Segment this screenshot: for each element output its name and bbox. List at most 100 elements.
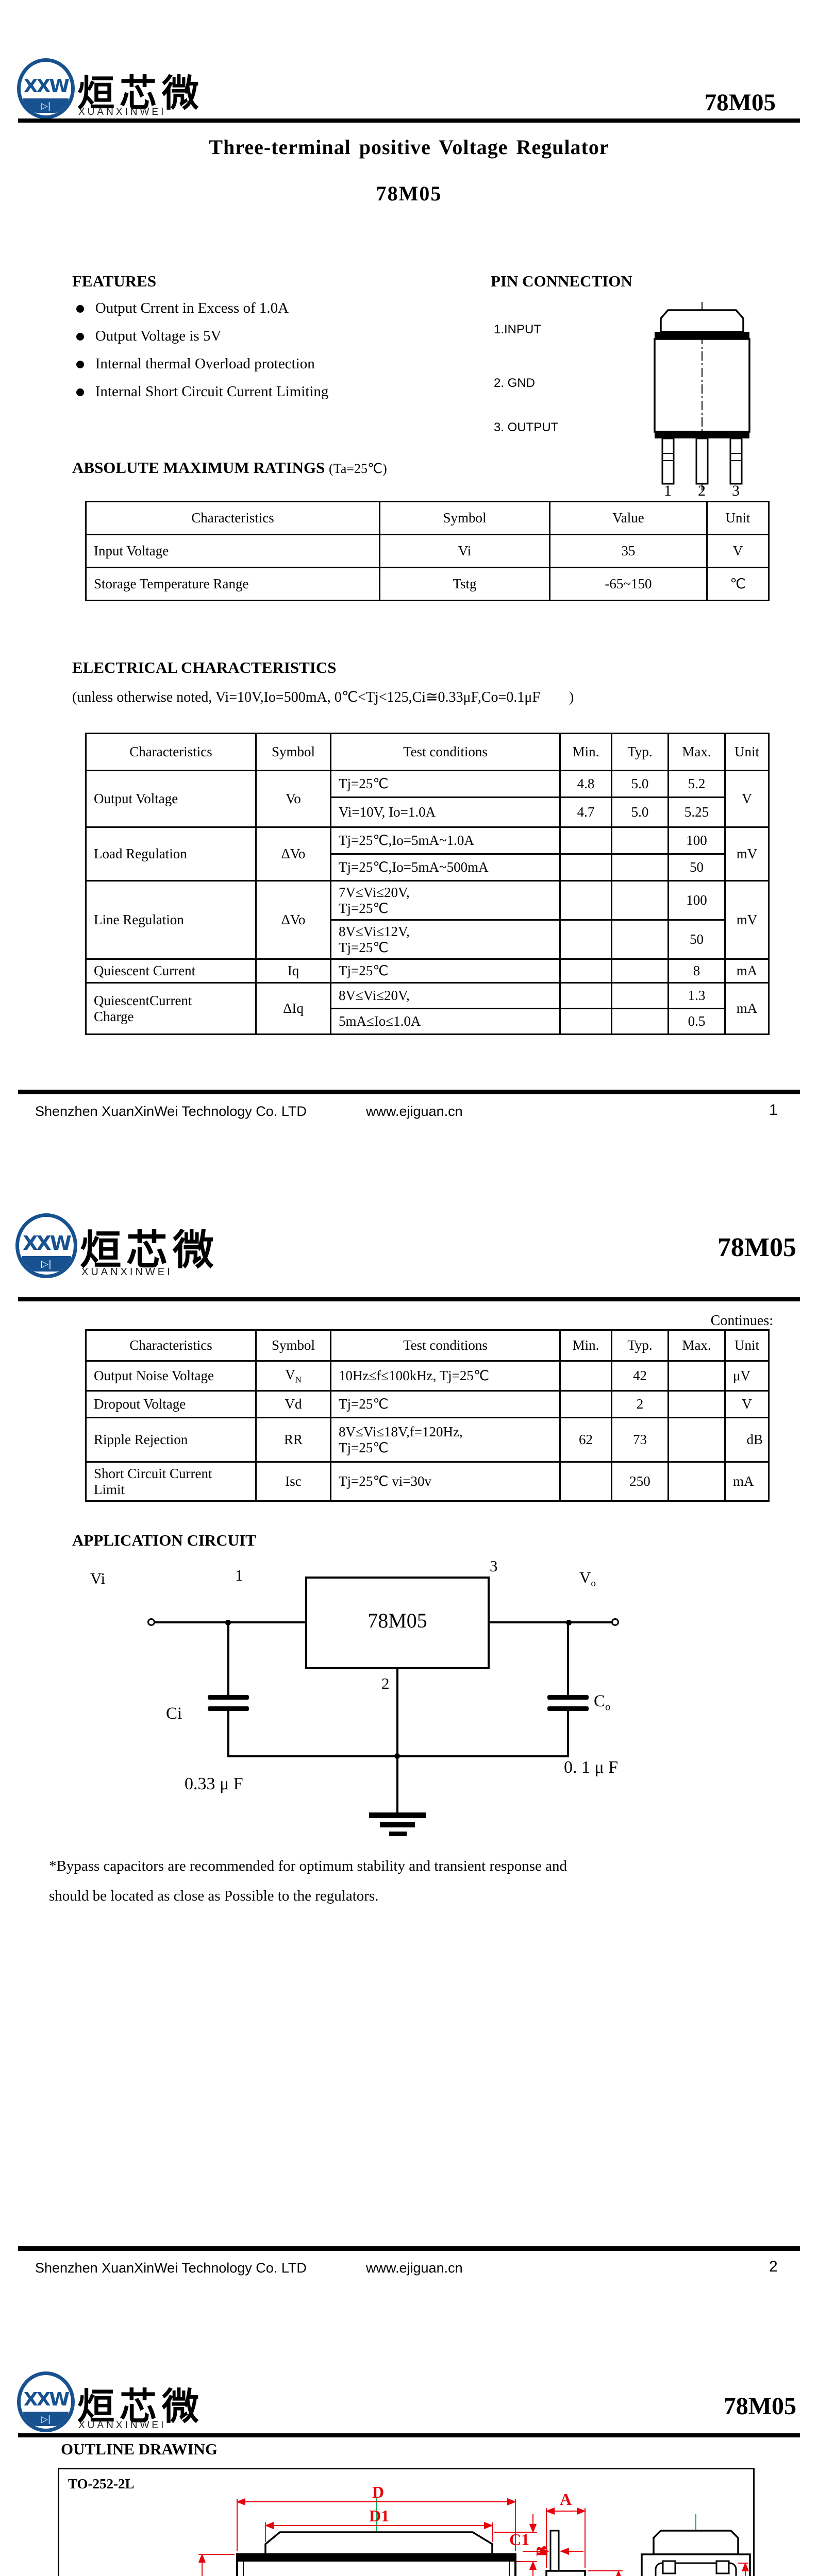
cell-min — [559, 1008, 612, 1035]
col-characteristics: Characteristics — [85, 501, 380, 535]
side-body — [545, 2570, 586, 2576]
bullet-icon — [76, 388, 84, 396]
cell-unit: mA — [724, 982, 770, 1035]
cell-max: 50 — [667, 919, 726, 960]
cell-max: 5.25 — [667, 796, 726, 828]
cell-condition: Tj=25℃ — [330, 958, 561, 984]
brand-name-cn: 烜芯微 — [77, 2385, 205, 2428]
pin3-label: 3 — [490, 1557, 498, 1575]
app-circuit-heading: APPLICATION CIRCUIT — [72, 1531, 256, 1549]
vi-label: Vi — [90, 1569, 106, 1587]
cell-unit: ℃ — [706, 567, 770, 601]
elec-condition: (unless otherwise noted, Vi=10V,Io=500mA… — [72, 689, 574, 705]
to252-package-front-icon — [654, 302, 750, 490]
cell-condition: 10Hz≤f≤100kHz, Tj=25℃ — [330, 1360, 561, 1392]
regulator-box: 78M05 — [305, 1577, 490, 1669]
cell-unit: V — [724, 1390, 770, 1418]
cell-condition: 5mA≤Io≤1.0A — [330, 1008, 561, 1035]
abs-max-table: Characteristics Symbol Value Unit Input … — [85, 501, 770, 601]
outline-drawing-heading: OUTLINE DRAWING — [61, 2440, 218, 2458]
footer-website: www.ejiguan.cn — [366, 2260, 463, 2276]
ground-icon — [389, 1832, 407, 1836]
cell-max — [667, 1360, 726, 1392]
logo-diode-icon: ▷| — [22, 1256, 71, 1272]
logo-diode-icon: ▷| — [23, 98, 69, 113]
cell-condition: Tj=25℃,Io=5mA~500mA — [330, 853, 561, 882]
feature-item-label: Output Crrent in Excess of 1.0A — [95, 300, 289, 316]
part-number: 78M05 — [717, 1233, 796, 1262]
cell-typ — [611, 880, 669, 921]
col-characteristics: Characteristics — [85, 1329, 257, 1362]
pin-label-1: 1.INPUT — [494, 323, 542, 336]
co-capacitor-icon — [547, 1695, 589, 1700]
doc-title: Three-terminal positive Voltage Regulato… — [209, 135, 609, 159]
cell-symbol: ΔIq — [255, 982, 331, 1035]
abs-max-heading-text: ABSOLUTE MAXIMUM RATINGS — [72, 459, 325, 477]
input-terminal-icon — [147, 1618, 155, 1626]
cell-characteristic: QuiescentCurrent Charge — [85, 982, 257, 1035]
logo-diode-icon: ▷| — [23, 2411, 69, 2426]
col-test-conditions: Test conditions — [330, 1329, 561, 1362]
part-number: 78M05 — [704, 89, 776, 116]
cell-unit: dB — [724, 1417, 770, 1463]
footer-company: Shenzhen XuanXinWei Technology Co. LTD — [35, 2260, 307, 2276]
to252-outline-drawing: 78M05 XXXX D D1 B L b1 — [198, 2483, 751, 2576]
col-min: Min. — [559, 733, 612, 771]
col-symbol: Symbol — [379, 501, 550, 535]
ci-capacitor-icon — [208, 1695, 249, 1700]
abs-max-table-wrap: Characteristics Symbol Value Unit Input … — [85, 501, 770, 601]
junction-dot — [394, 1753, 400, 1759]
elec-table-continued: Characteristics Symbol Test conditions M… — [85, 1329, 770, 1502]
elec-table2-wrap: Characteristics Symbol Test conditions M… — [85, 1329, 770, 1502]
ground-icon — [369, 1812, 426, 1818]
cell-max: 100 — [667, 880, 726, 921]
col-symbol: Symbol — [255, 733, 331, 771]
cell-typ: 5.0 — [611, 770, 669, 798]
col-typ: Typ. — [611, 1329, 669, 1362]
cell-min — [559, 1360, 612, 1392]
package-type-label: TO-252-2L — [68, 2476, 135, 2492]
continues-label: Continues: — [710, 1313, 773, 1329]
cell-max — [667, 1417, 726, 1463]
cell-min — [559, 919, 612, 960]
feature-item-label: Internal Short Circuit Current Limiting — [95, 383, 329, 400]
front-tab — [264, 2531, 493, 2555]
cell-value: 35 — [549, 534, 708, 568]
junction-dot — [225, 1620, 231, 1625]
feature-item-label: Output Voltage is 5V — [95, 328, 222, 344]
company-logo: XXW ▷| — [17, 2371, 75, 2432]
symbol-subscript: N — [295, 1375, 302, 1385]
cell-symbol: Vo — [255, 770, 331, 828]
elec-table: Characteristics Symbol Test conditions M… — [85, 733, 770, 1035]
ci-capacitor-icon — [208, 1706, 249, 1711]
cell-unit: V — [724, 770, 770, 828]
package-pin-number-2: 2 — [698, 482, 706, 499]
cell-unit: mA — [724, 1461, 770, 1502]
cell-typ: 42 — [611, 1360, 669, 1392]
cell-max — [667, 1390, 726, 1418]
col-min: Min. — [559, 1329, 612, 1362]
feature-item: Output Crrent in Excess of 1.0A — [76, 300, 289, 317]
cell-typ: 73 — [611, 1417, 669, 1463]
bullet-icon — [76, 333, 84, 341]
cell-symbol: Isc — [255, 1461, 331, 1502]
cell-min: 4.7 — [559, 796, 612, 828]
cell-max: 1.3 — [667, 982, 726, 1009]
pin-connection-heading: PIN CONNECTION — [491, 272, 632, 290]
cell-typ — [611, 919, 669, 960]
cell-condition: Tj=25℃ — [330, 770, 561, 798]
col-max: Max. — [667, 733, 726, 771]
footer-website: www.ejiguan.cn — [366, 1104, 463, 1119]
cell-symbol: Vd — [255, 1390, 331, 1418]
ci-label: Ci — [166, 1704, 182, 1723]
dim-label-D1: D1 — [369, 2506, 389, 2525]
co-top-wire — [567, 1623, 569, 1695]
vo-label: Vo — [579, 1568, 596, 1589]
brand-name-cn: 烜芯微 — [80, 1226, 219, 1274]
footer-page-number: 2 — [769, 2258, 778, 2275]
co-value: 0. 1 μ F — [564, 1758, 619, 1777]
bullet-icon — [76, 361, 84, 368]
feature-item: Internal thermal Overload protection — [76, 355, 315, 372]
footer-page-number: 1 — [769, 1101, 778, 1118]
outline-drawing-box — [58, 2468, 755, 2576]
